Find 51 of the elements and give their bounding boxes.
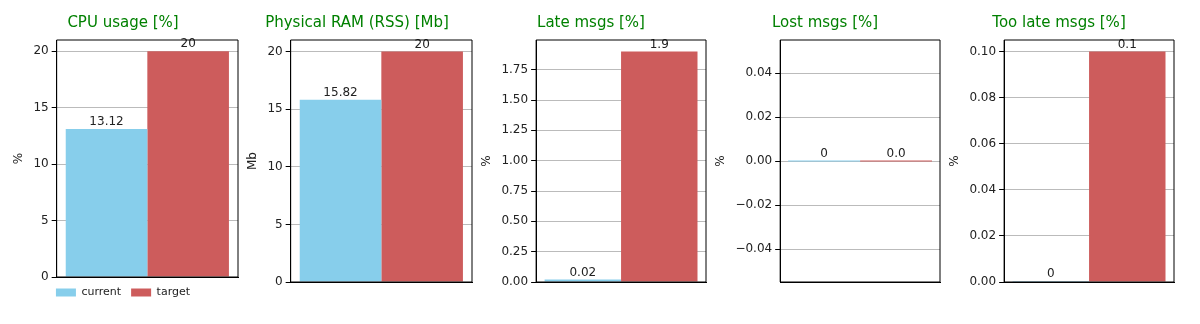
data-label: 0.02 <box>569 264 597 279</box>
y-axis-title: % <box>11 152 26 165</box>
chart-title: Physical RAM (RSS) [Mb] <box>265 12 449 31</box>
y-tick-label: 10 <box>267 158 283 173</box>
y-tick-label: 1.25 <box>501 122 529 137</box>
y-tick-label: −0.02 <box>735 197 773 212</box>
y-tick-label: 15 <box>33 99 49 114</box>
y-tick-label: 1.00 <box>501 152 529 167</box>
y-tick-label: 0.08 <box>969 89 997 104</box>
y-tick-label: 0.25 <box>501 243 529 258</box>
y-tick-label: 15 <box>267 101 283 116</box>
data-label: 0.0 <box>886 145 906 160</box>
y-tick-label: 0 <box>275 274 283 289</box>
data-label: 0.1 <box>1117 36 1137 51</box>
y-tick-label: 0.50 <box>501 213 529 228</box>
chart-title: CPU usage [%] <box>67 12 179 31</box>
chart-title: Lost msgs [%] <box>771 12 879 31</box>
data-label: 20 <box>414 36 430 51</box>
y-tick-label: 0.06 <box>969 135 997 150</box>
legend-label: current <box>81 285 122 299</box>
y-tick-label: 0.75 <box>501 183 529 198</box>
data-label: 13.12 <box>89 114 124 129</box>
data-label: 20 <box>180 36 196 51</box>
y-tick-label: 20 <box>267 43 283 58</box>
y-tick-label: 20 <box>33 43 49 58</box>
y-axis-title: Mb <box>245 152 260 170</box>
y-tick-label: 0.10 <box>969 43 997 58</box>
y-tick-label: 10 <box>33 156 49 171</box>
y-tick-label: 1.75 <box>501 61 529 76</box>
y-tick-label: 5 <box>41 212 49 227</box>
chart-title: Late msgs [%] <box>537 12 645 31</box>
y-axis-title: % <box>479 155 494 167</box>
y-tick-label: 0.00 <box>745 153 773 168</box>
y-tick-label: 1.50 <box>501 92 529 107</box>
data-label: 1.9 <box>649 36 669 51</box>
y-tick-label: 0.02 <box>745 109 773 124</box>
y-tick-label: 0.04 <box>745 65 773 80</box>
y-tick-label: 0.00 <box>501 274 529 289</box>
y-tick-label: 5 <box>275 216 283 231</box>
data-label: 0 <box>1047 266 1055 281</box>
chart-title: Too late msgs [%] <box>991 12 1126 31</box>
y-tick-label: 0 <box>41 269 49 284</box>
y-axis-title: % <box>713 155 728 167</box>
data-label: 0 <box>820 145 828 160</box>
data-label: 15.82 <box>323 84 358 99</box>
legend-label: target <box>156 285 191 299</box>
y-tick-label: 0.00 <box>969 274 997 289</box>
y-tick-label: −0.04 <box>735 241 773 256</box>
y-tick-label: 0.04 <box>969 181 997 196</box>
y-tick-label: 0.02 <box>969 228 997 243</box>
y-axis-title: % <box>947 155 962 167</box>
